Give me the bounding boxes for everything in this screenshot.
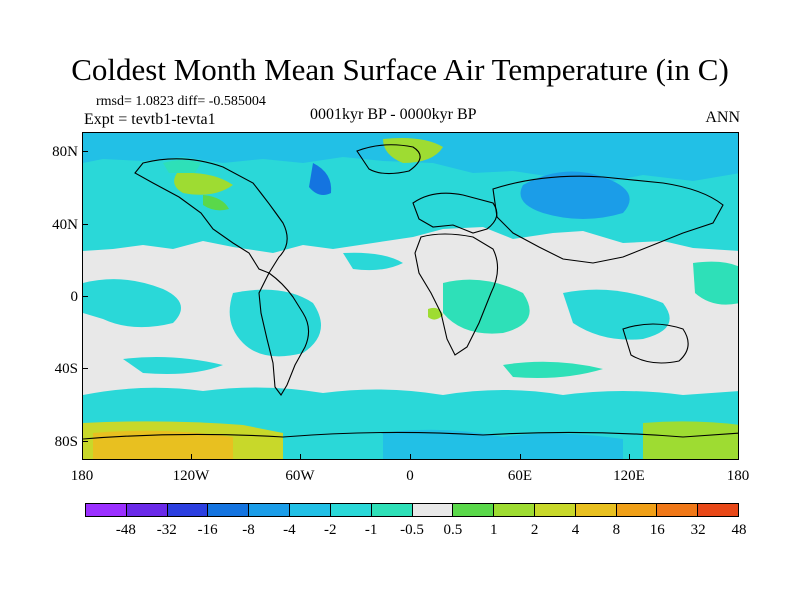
world-map	[83, 133, 738, 459]
colorbar-box	[249, 504, 291, 516]
colorbar-box	[86, 504, 127, 516]
colorbar-label: -2	[324, 522, 337, 538]
map-title: Coldest Month Mean Surface Air Temperatu…	[71, 52, 729, 87]
colorbar-label: 0.5	[443, 522, 463, 538]
colorbar-box	[330, 504, 372, 516]
colorbar-label: 4	[571, 522, 580, 538]
south-america-outline	[258, 272, 310, 396]
x-label-120e: 120E	[613, 468, 645, 484]
colorbar-label: -32	[156, 522, 177, 538]
colorbar-box	[494, 504, 535, 516]
x-label-60e: 60E	[507, 468, 533, 484]
colorbar-label: -8	[242, 522, 255, 538]
colorbar-labels: -48 -32 -16 -8 -4 -2 -1 -0.5 0.5 1 2 4 8 16 32 48	[85, 521, 747, 541]
colorbar-box	[167, 504, 209, 516]
colorbar-label: -1	[364, 522, 378, 538]
colorbar-label: 1	[490, 522, 498, 538]
anomaly-field-south	[83, 357, 738, 459]
rmsd-diff-annotation: rmsd= 1.0823 diff= -0.585004	[96, 94, 266, 109]
anomaly-field-north	[83, 133, 738, 253]
colorbar-box	[371, 504, 413, 516]
colorbar-box	[208, 504, 250, 516]
y-label-40s: 40S	[54, 361, 78, 377]
period-annotation: 0001kyr BP - 0000kyr BP	[310, 106, 477, 123]
season-annotation: ANN	[705, 109, 740, 126]
colorbar-box	[412, 504, 454, 516]
colorbar-label: 48	[731, 522, 747, 538]
colorbar-label: -0.5	[400, 522, 424, 538]
colorbar-box	[657, 504, 699, 516]
y-label-80n: 80N	[52, 144, 78, 160]
australia-outline	[622, 323, 689, 364]
x-label-60w: 60W	[285, 468, 315, 484]
colorbar-label: -4	[283, 522, 296, 538]
y-label-80s: 80S	[54, 434, 78, 450]
colorbar-label: 16	[649, 522, 665, 538]
greenland-outline	[356, 144, 421, 175]
world-map-frame	[82, 132, 739, 460]
experiment-annotation: Expt = tevtb1-tevta1	[84, 111, 216, 128]
colorbar-box	[616, 504, 658, 516]
africa-outline	[414, 233, 499, 356]
colorbar-label: -16	[197, 522, 218, 538]
colorbar-box	[453, 504, 495, 516]
colorbar	[85, 503, 739, 517]
anomaly-field-tropics	[83, 252, 738, 357]
colorbar-label: -48	[115, 522, 136, 538]
colorbar-box	[290, 504, 331, 516]
x-label-120w: 120W	[172, 468, 210, 484]
x-label-180-left: 180	[70, 468, 94, 484]
colorbar-label: 2	[530, 522, 539, 538]
colorbar-box	[575, 504, 617, 516]
y-label-40n: 40N	[52, 217, 78, 233]
north-america-outline	[134, 158, 288, 274]
coastlines	[83, 144, 738, 440]
colorbar-label: 32	[690, 522, 706, 538]
x-label-0: 0	[406, 468, 414, 484]
colorbar-label: 8	[612, 522, 621, 538]
colorbar-box	[534, 504, 576, 516]
y-label-0: 0	[70, 289, 79, 305]
asia-outline	[492, 175, 724, 264]
antarctica-outline	[83, 431, 738, 440]
colorbar-box	[126, 504, 168, 516]
colorbar-box	[698, 504, 738, 516]
x-label-180-right: 180	[726, 468, 750, 484]
